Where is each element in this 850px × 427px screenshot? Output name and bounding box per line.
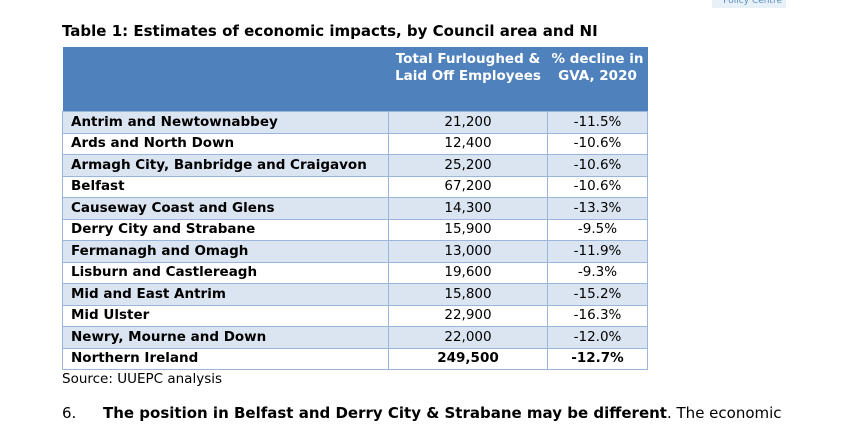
table-cell: 15,900 <box>388 218 548 241</box>
table-row: Fermanagh and Omagh 13,000 -11.9% <box>62 240 648 263</box>
table-row: Northern Ireland 249,500 -12.7% <box>62 347 648 370</box>
table-cell: Antrim and Newtownabbey <box>62 111 389 134</box>
table-cell: Mid Ulster <box>62 304 389 327</box>
table-title: Table 1: Estimates of economic impacts, … <box>62 22 598 40</box>
table-cell: -12.7% <box>547 347 648 370</box>
table-cell: -10.6% <box>547 154 648 177</box>
table-cell: 25,200 <box>388 154 548 177</box>
table-row: Derry City and Strabane 15,900 -9.5% <box>62 218 648 241</box>
table-cell: -13.3% <box>547 197 648 220</box>
table-row: Armagh City, Banbridge and Craigavon 25,2… <box>62 154 648 177</box>
table-cell: Derry City and Strabane <box>62 218 389 241</box>
table-cell: Belfast <box>62 175 389 198</box>
table-cell: -11.9% <box>547 240 648 263</box>
table-cell: -10.6% <box>547 132 648 155</box>
table-cell: Armagh City, Banbridge and Craigavon <box>62 154 389 177</box>
table: Total Furloughed & Laid Off Employees% d… <box>62 47 648 370</box>
table-cell: -11.5% <box>547 111 648 134</box>
table-cell: 249,500 <box>388 347 548 370</box>
table-cell: 12,400 <box>388 132 548 155</box>
header-cell: % decline in GVA, 2020 <box>547 47 648 112</box>
table-cell: 19,600 <box>388 261 548 284</box>
table-cell: Northern Ireland <box>62 347 389 370</box>
table-cell: 14,300 <box>388 197 548 220</box>
table-cell: -12.0% <box>547 326 648 349</box>
table-cell: Ards and North Down <box>62 132 389 155</box>
table-row: Newry, Mourne and Down 22,000 -12.0% <box>62 326 648 349</box>
source: Source: UUEPC analysis <box>62 371 223 387</box>
table-row: Mid and East Antrim 15,800 -15.2% <box>62 283 648 306</box>
paragraph: The position in Belfast and Derry City &… <box>103 404 782 422</box>
table-cell: 15,800 <box>388 283 548 306</box>
table-cell: 13,000 <box>388 240 548 263</box>
table-cell: 22,900 <box>388 304 548 327</box>
table-cell: 22,000 <box>388 326 548 349</box>
table-cell: Mid and East Antrim <box>62 283 389 306</box>
table-row: Belfast 67,200 -10.6% <box>62 175 648 198</box>
table-cell: -9.3% <box>547 261 648 284</box>
paragraph-bold: The position in Belfast and Derry City &… <box>103 404 667 422</box>
paragraph-number: 6. <box>62 404 77 422</box>
header-cell: Total Furloughed & Laid Off Employees <box>388 47 548 112</box>
table-cell: Fermanagh and Omagh <box>62 240 389 263</box>
header-cell <box>62 47 389 112</box>
table-row: Lisburn and Castlereagh 19,600 -9.3% <box>62 261 648 284</box>
table-cell: Lisburn and Castlereagh <box>62 261 389 284</box>
table-row: Ards and North Down 12,400 -10.6% <box>62 132 648 155</box>
table-row: Antrim and Newtownabbey 21,200 -11.5% <box>62 111 648 134</box>
logo: Policy Centre <box>712 0 786 8</box>
paragraph-text: . The economic <box>666 404 782 422</box>
table-cell: Newry, Mourne and Down <box>62 326 389 349</box>
table-cell: 21,200 <box>388 111 548 134</box>
table-cell: -9.5% <box>547 218 648 241</box>
table-row: Mid Ulster 22,900 -16.3% <box>62 304 648 327</box>
table-cell: -16.3% <box>547 304 648 327</box>
table-row: Causeway Coast and Glens 14,300 -13.3% <box>62 197 648 220</box>
table-cell: Causeway Coast and Glens <box>62 197 389 220</box>
table-cell: 67,200 <box>388 175 548 198</box>
table-cell: -10.6% <box>547 175 648 198</box>
table-cell: -15.2% <box>547 283 648 306</box>
header-row: Total Furloughed & Laid Off Employees% d… <box>62 47 648 112</box>
